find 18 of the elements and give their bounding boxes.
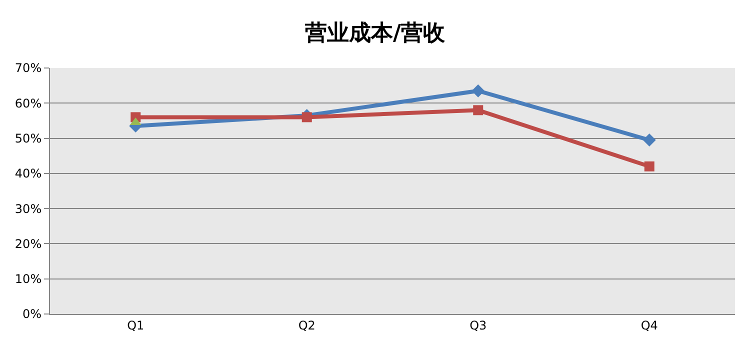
x-tick-label: Q4 [640,318,658,332]
point [302,112,312,122]
x-tick-label: Q1 [127,318,144,332]
y-tick-label: 40% [14,166,42,181]
x-tick-label: Q3 [470,318,487,332]
point [473,105,484,116]
point [642,134,656,147]
y-tick-label: 10% [14,272,42,286]
point [472,84,485,98]
chart-title: 营业成本/营收 [304,20,446,46]
y-tick-label: 30% [14,202,42,216]
y-tick-label: 60% [14,96,42,110]
x-tick-label: Q2 [298,318,316,332]
y-tick-label: 20% [14,236,42,251]
point [644,161,654,172]
y-tick-label: 50% [14,131,42,146]
y-tick-label: 70% [14,61,42,76]
y-tick-label: 0% [22,307,42,322]
